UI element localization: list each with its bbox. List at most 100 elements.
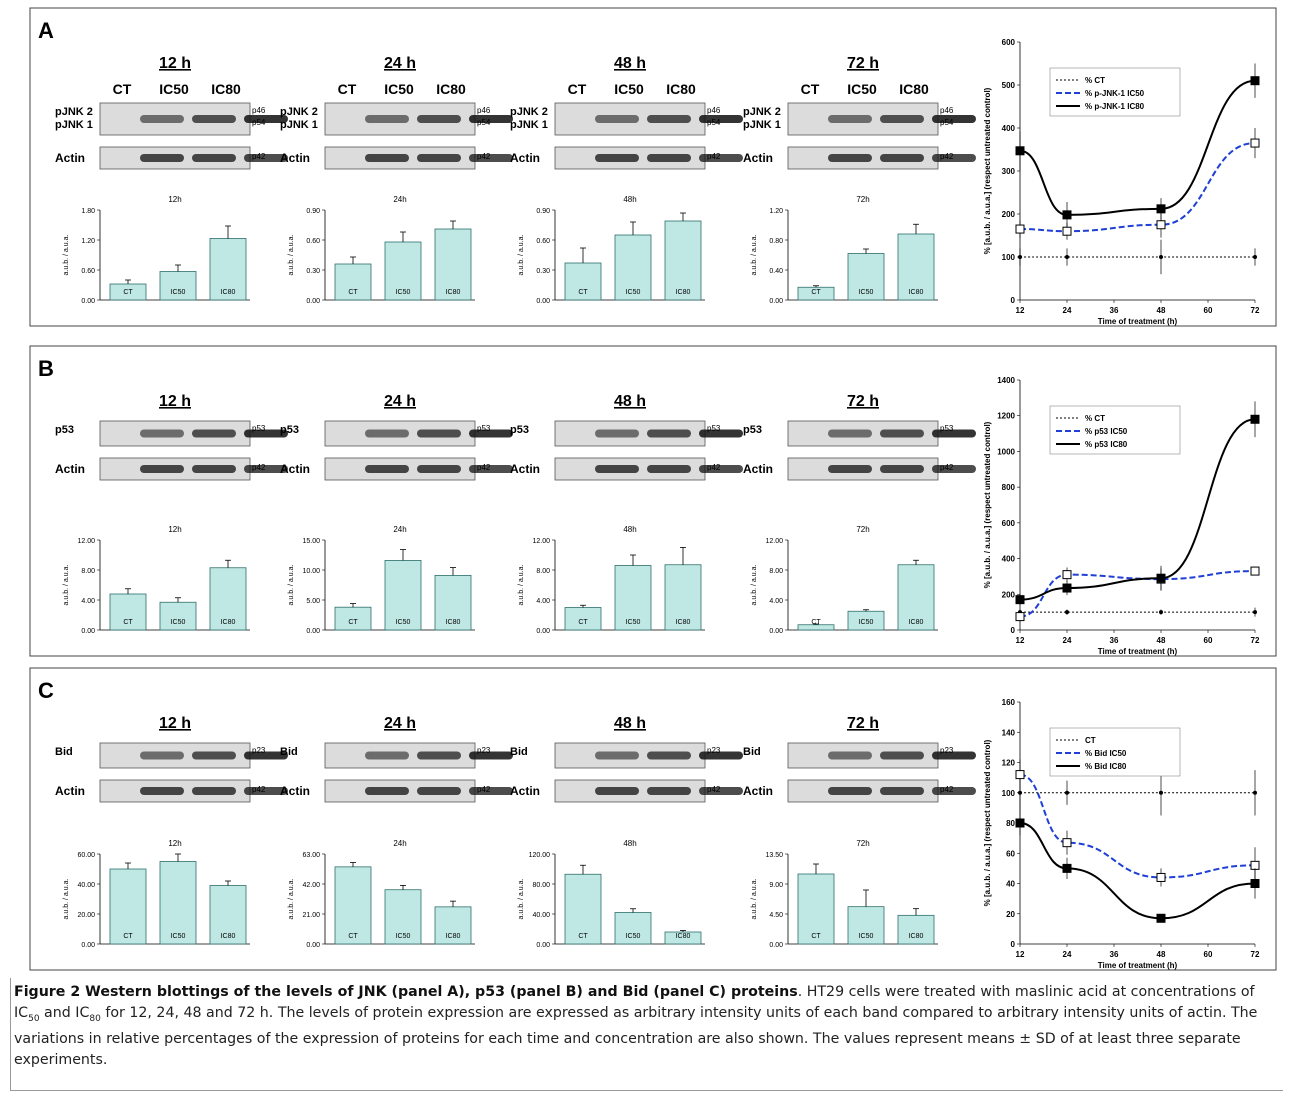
data-point (1159, 610, 1163, 615)
protein-blot-band (647, 115, 691, 123)
y-tick-label: 0.30 (306, 268, 320, 275)
control-label: Actin (280, 462, 310, 476)
control-label: Actin (743, 151, 773, 165)
bar (209, 567, 247, 631)
y-tick-label: 21.00 (302, 912, 320, 919)
y-tick-label: 10.00 (302, 568, 320, 575)
time-header: 12 h (159, 393, 191, 410)
legend-label: % Bid IC50 (1085, 749, 1127, 758)
y-tick-label: 200 (1002, 210, 1016, 219)
data-point (1062, 838, 1072, 848)
bar-label: IC50 (859, 619, 874, 626)
y-tick-label: 15.00 (302, 538, 320, 545)
caption-text-3: for 12, 24, 48 and 72 h. The levels of p… (14, 1004, 1258, 1068)
protein-blot-band (699, 429, 743, 438)
size-label: p54 (477, 118, 491, 127)
y-axis-label: a.u.b. / a.u.a. (63, 235, 70, 276)
control-size: p42 (707, 152, 721, 161)
y-tick-label: 0.00 (81, 298, 95, 305)
lane-label: IC80 (899, 81, 929, 97)
protein-blot-band (365, 115, 409, 123)
y-axis-label: a.u.b. / a.u.a. (518, 565, 525, 606)
y-axis-label: a.u.b. / a.u.a. (288, 565, 295, 606)
bar-chart: 12h 0.00 0.60 1.20 1.80 a.u.b. / a.u.a. CT IC50… (63, 195, 250, 305)
actin-blot-band (880, 787, 924, 795)
data-point (1062, 863, 1072, 873)
bar-label: IC80 (909, 933, 924, 940)
y-axis-title: % [a.u.b. / a.u.a.] (respect untreated c… (983, 87, 992, 254)
y-tick-label: 300 (1002, 167, 1016, 176)
size-label: p46 (477, 106, 491, 115)
legend-label: % Bid IC80 (1085, 762, 1127, 771)
y-tick-label: 0.80 (769, 238, 783, 245)
actin-blot-band (140, 787, 184, 795)
series-line (1019, 773, 1256, 879)
bar-chart-title: 24h (393, 839, 406, 848)
y-tick-label: 80 (1006, 819, 1015, 828)
size-label: p53 (707, 424, 721, 433)
size-label: p46 (707, 106, 721, 115)
data-point (1250, 414, 1260, 424)
actin-blot-band (932, 154, 976, 162)
data-point (1065, 790, 1069, 795)
bar (434, 575, 472, 631)
protein-blot-band (192, 115, 236, 123)
y-tick-label: 120.00 (529, 852, 551, 859)
bar (897, 914, 935, 945)
y-tick-label: 4.00 (81, 598, 95, 605)
x-tick-label: 72 (1251, 306, 1260, 315)
protein-blot-band (595, 429, 639, 438)
y-tick-label: 0.00 (306, 628, 320, 635)
bar-chart: 48h 0.00 40.00 80.00 120.00 a.u.b. / a.u.a. CT… (518, 839, 705, 949)
data-point (1156, 913, 1166, 923)
protein-blot-band (365, 429, 409, 438)
y-tick-label: 0.00 (536, 628, 550, 635)
y-tick-label: 0.00 (769, 628, 783, 635)
bar-label: CT (811, 933, 821, 940)
y-tick-label: 160 (1002, 698, 1016, 707)
protein-label: pJNK 2 (743, 106, 781, 118)
figure-canvas: A 12 h CT IC50 IC80 pJNK 2 pJNK 1 p46 p54 Actin p4… (29, 7, 1277, 971)
bar (159, 861, 197, 945)
bar-label: IC50 (396, 619, 411, 626)
bar-label: CT (348, 933, 358, 940)
blot-group: 24 hCTIC50IC80Bidp23Actinp42 (280, 715, 513, 803)
legend-label: % p53 IC80 (1085, 440, 1128, 449)
y-tick-label: 0.60 (306, 238, 320, 245)
actin-blot-band (699, 787, 743, 795)
time-header: 48 h (614, 55, 646, 72)
y-tick-label: 8.00 (81, 568, 95, 575)
bar-chart-title: 48h (623, 195, 636, 204)
lane-label: IC50 (384, 81, 414, 97)
y-tick-label: 9.00 (769, 882, 783, 889)
bar-label: IC50 (859, 933, 874, 940)
control-label: Actin (55, 462, 85, 476)
actin-blot-band (192, 154, 236, 162)
protein-blot-band (595, 751, 639, 760)
y-tick-label: 4.00 (769, 598, 783, 605)
legend-box (1049, 67, 1181, 117)
protein-blot-band (417, 429, 461, 438)
panel-letter: A (38, 18, 54, 43)
actin-blot-band (469, 465, 513, 473)
y-tick-label: 600 (1002, 38, 1016, 47)
lane-label: IC50 (614, 81, 644, 97)
y-tick-label: 0.90 (306, 208, 320, 215)
time-header: 72 h (847, 55, 879, 72)
data-point (1250, 879, 1260, 888)
actin-blot-band (140, 465, 184, 473)
bar (209, 238, 247, 301)
y-tick-label: 0 (1011, 940, 1016, 949)
size-label: p46 (940, 106, 954, 115)
data-point (1015, 818, 1025, 828)
protein-label: pJNK 1 (510, 119, 548, 131)
bar-label: CT (123, 289, 133, 296)
control-label: Actin (280, 151, 310, 165)
time-header: 48 h (614, 715, 646, 732)
bar-label: CT (578, 933, 588, 940)
blot-group: 12 hCTIC50IC80p53p53Actinp42 (55, 393, 288, 481)
y-tick-label: 0.00 (536, 298, 550, 305)
protein-label: Bid (510, 746, 528, 758)
y-tick-label: 100 (1002, 253, 1016, 262)
